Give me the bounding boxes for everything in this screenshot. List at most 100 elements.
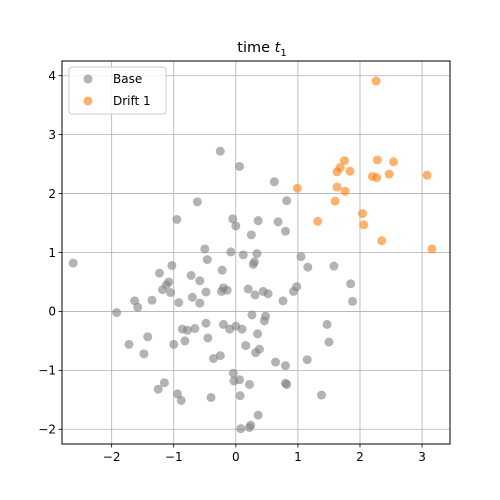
point-base	[322, 319, 332, 329]
point-base	[243, 284, 253, 294]
chart-title: time t1	[237, 40, 286, 59]
point-base	[215, 351, 225, 361]
point-base	[273, 217, 283, 227]
point-base	[329, 261, 339, 271]
legend-box	[68, 66, 167, 115]
point-base	[253, 329, 263, 339]
x-tick-label: 2	[356, 450, 364, 464]
point-drift-1	[372, 155, 382, 165]
point-base	[172, 215, 182, 225]
point-base	[206, 392, 216, 402]
point-base	[235, 161, 245, 171]
point-base	[235, 375, 245, 385]
point-base	[278, 296, 288, 306]
point-base	[124, 339, 134, 349]
point-drift-1	[389, 157, 399, 167]
point-drift-1	[377, 236, 387, 246]
point-base	[192, 197, 202, 207]
point-base	[143, 332, 153, 342]
point-drift-1	[384, 169, 394, 179]
point-drift-1	[359, 220, 369, 230]
point-drift-1	[357, 209, 367, 219]
data-points	[68, 76, 437, 434]
point-drift-1	[335, 163, 345, 173]
point-base	[68, 258, 78, 268]
point-base	[231, 221, 241, 231]
point-base	[200, 244, 210, 254]
point-base	[222, 285, 232, 295]
point-drift-1	[422, 170, 432, 180]
y-tick-label: 1	[48, 246, 56, 260]
point-base	[249, 257, 259, 267]
chart-title-var: t	[275, 40, 282, 56]
point-base	[292, 282, 302, 292]
y-tick-label: 2	[48, 187, 56, 201]
point-base	[237, 324, 247, 334]
point-base	[217, 265, 227, 275]
point-base	[346, 279, 356, 289]
chart-title-sub: 1	[280, 48, 286, 59]
chart-title-main: time	[237, 40, 274, 56]
point-base	[316, 390, 326, 400]
x-tick-label: 0	[232, 450, 240, 464]
x-tick-label: 3	[418, 450, 426, 464]
legend-marker-base	[83, 74, 93, 84]
point-drift-1	[332, 182, 342, 192]
point-base	[139, 349, 149, 359]
point-drift-1	[292, 183, 302, 193]
point-base	[253, 216, 263, 226]
legend-label-base: Base	[113, 72, 142, 86]
point-base	[202, 255, 212, 265]
point-base	[147, 295, 157, 305]
point-base	[166, 288, 176, 298]
point-base	[282, 196, 292, 206]
x-tick-label: −1	[165, 450, 183, 464]
point-drift-1	[339, 156, 349, 166]
x-tick-label: 1	[294, 450, 302, 464]
point-base	[187, 292, 197, 302]
point-base	[348, 296, 358, 306]
point-base	[169, 339, 179, 349]
point-base	[203, 333, 213, 343]
y-tick-label: 4	[48, 69, 56, 83]
point-base	[190, 324, 200, 334]
point-drift-1	[330, 196, 340, 206]
point-base	[302, 355, 312, 365]
point-drift-1	[345, 166, 355, 176]
point-base	[282, 379, 292, 389]
point-base	[133, 302, 143, 312]
legend-label-drift-1: Drift 1	[113, 94, 151, 108]
point-base	[269, 177, 279, 187]
point-base	[246, 230, 256, 240]
point-base	[195, 298, 205, 308]
y-tick-label: −1	[38, 364, 56, 378]
point-base	[226, 247, 236, 257]
legend-marker-drift-1	[83, 96, 93, 106]
legend: Base Drift 1	[68, 66, 167, 115]
x-tick-label: −2	[103, 450, 121, 464]
point-base	[241, 341, 251, 351]
point-base	[235, 391, 245, 401]
point-drift-1	[371, 76, 381, 86]
point-base	[280, 226, 290, 236]
point-base	[324, 337, 334, 347]
point-base	[228, 214, 238, 224]
point-base	[176, 395, 186, 405]
point-base	[208, 354, 218, 364]
y-tick-label: −2	[38, 423, 56, 437]
point-drift-1	[372, 173, 382, 183]
point-base	[195, 276, 205, 286]
point-base	[215, 146, 225, 156]
point-base	[303, 262, 313, 272]
y-tick-label: 0	[48, 305, 56, 319]
point-base	[253, 410, 263, 420]
point-base	[167, 260, 177, 270]
point-base	[254, 344, 264, 354]
point-base	[182, 325, 192, 335]
point-base	[246, 420, 256, 430]
point-base	[247, 310, 257, 320]
point-base	[154, 268, 164, 278]
point-drift-1	[427, 244, 437, 254]
axis-ticks: −2 −1 0 1 2 3 −2 −1 0 1 2 3 4	[38, 69, 426, 464]
point-base	[252, 249, 262, 259]
